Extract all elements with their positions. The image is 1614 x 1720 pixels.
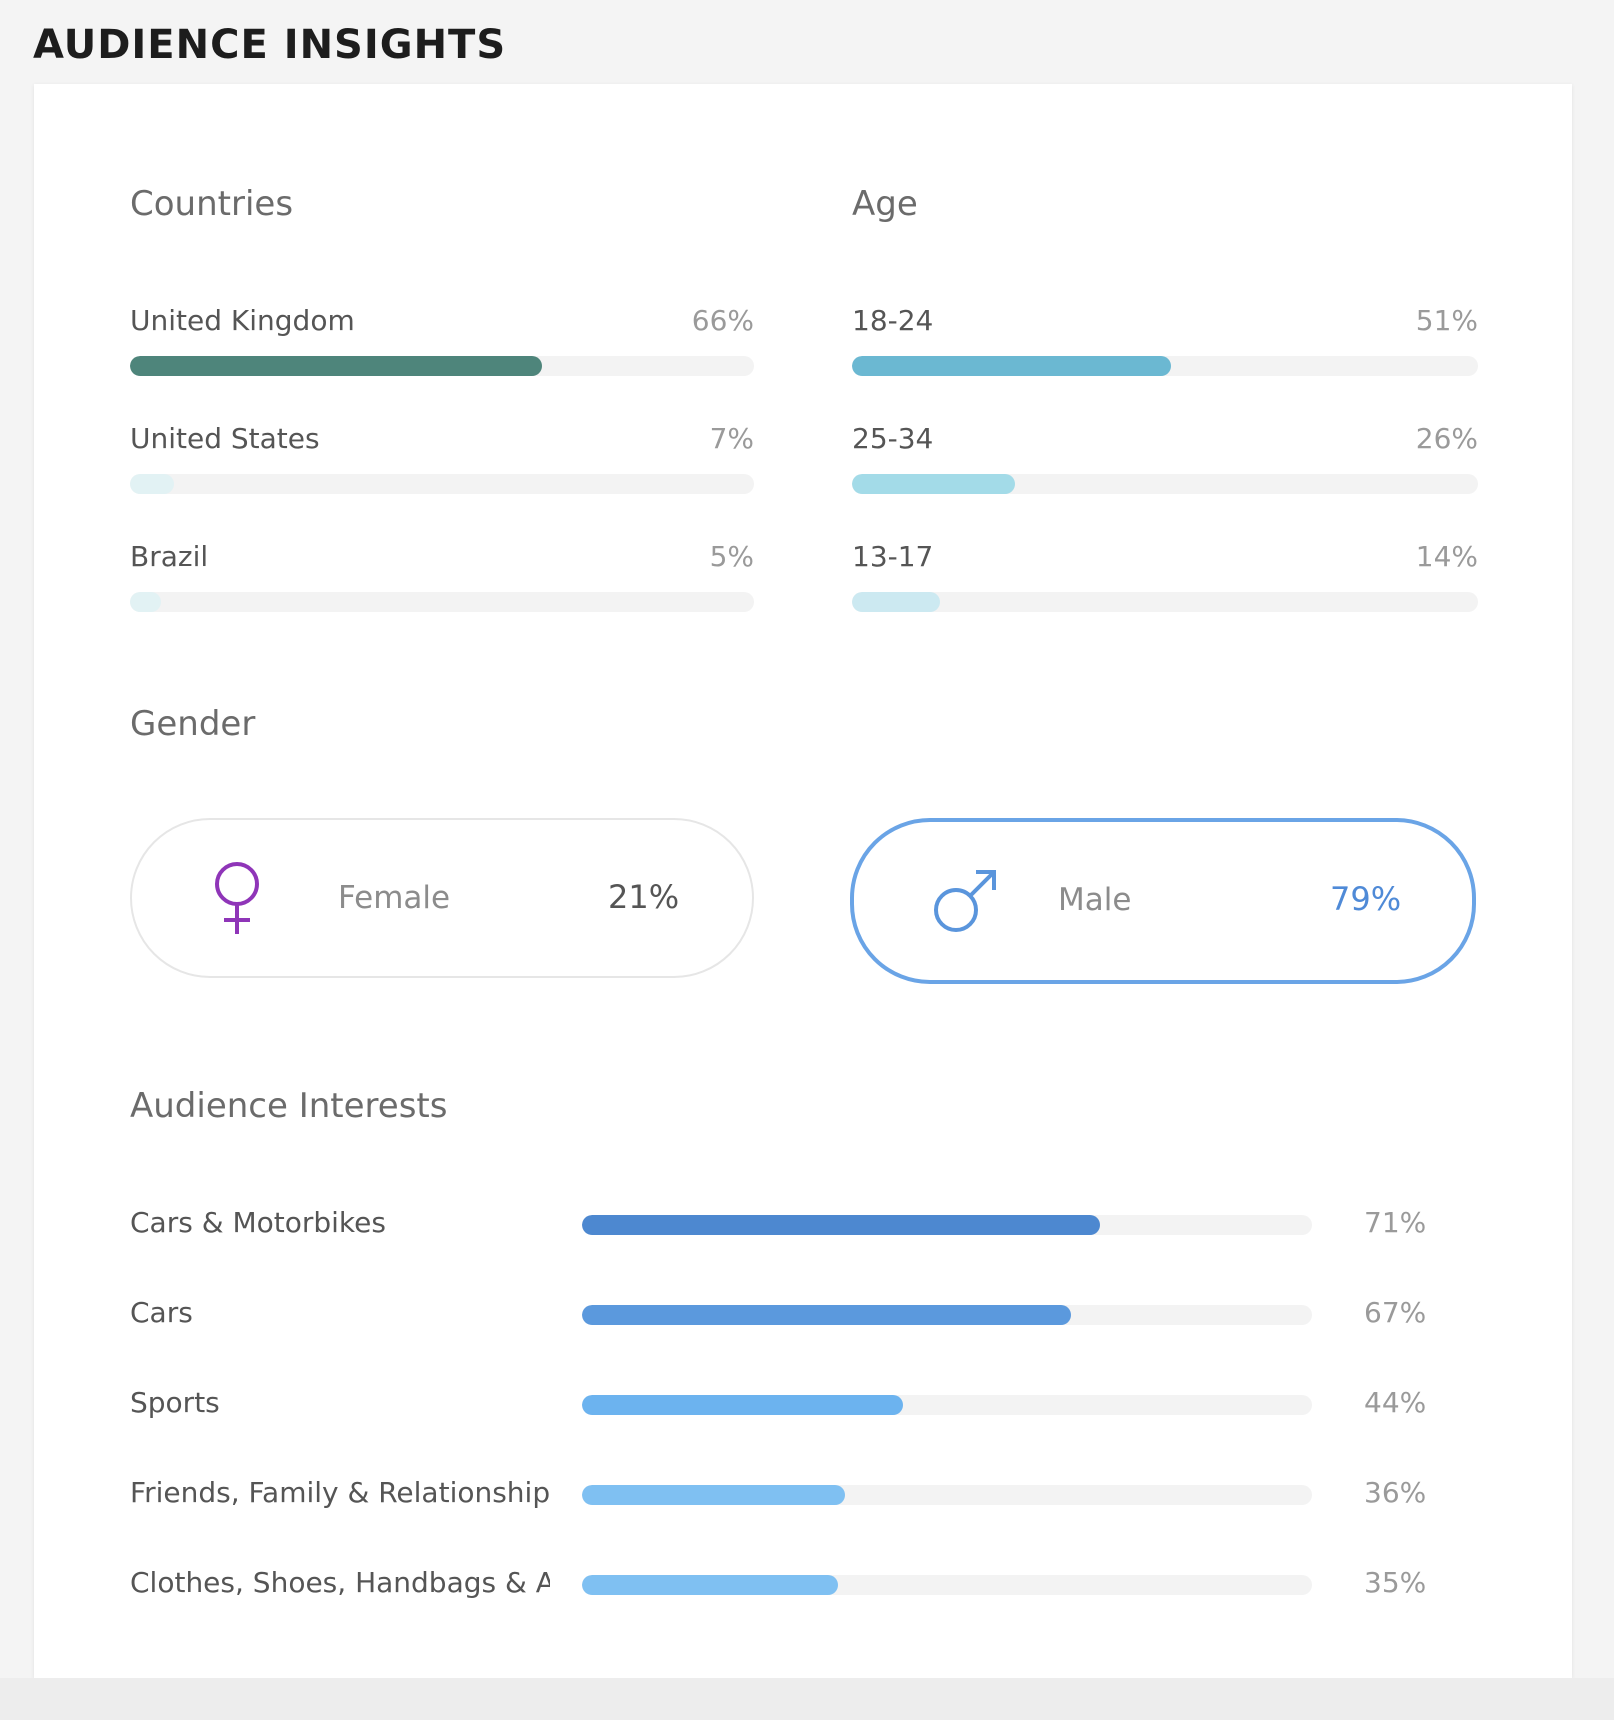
country-bar-fill <box>130 356 542 376</box>
interest-bar-fill <box>582 1485 845 1505</box>
age-label: 25-34 <box>852 422 934 455</box>
age-value: 26% <box>1415 422 1478 455</box>
age-title: Age <box>852 184 918 224</box>
interest-value: 67% <box>1364 1296 1427 1329</box>
age-label: 18-24 <box>852 304 934 337</box>
country-label: Brazil <box>130 540 209 573</box>
interest-bar-track <box>582 1485 1312 1505</box>
female-value: 21% <box>608 878 680 916</box>
interest-value: 36% <box>1364 1476 1427 1509</box>
country-value: 66% <box>691 304 754 337</box>
age-list: 18-24 51% 25-34 26% 13-17 14% <box>852 304 1478 658</box>
age-bar-fill <box>852 356 1172 376</box>
interest-row: Clothes, Shoes, Handbags & A... 35% <box>130 1566 1470 1656</box>
interest-label: Cars & Motorbikes <box>130 1206 386 1239</box>
female-card: Female 21% <box>130 818 754 978</box>
male-symbol-icon <box>932 868 998 938</box>
interest-row: Cars 67% <box>130 1296 1470 1386</box>
age-value: 14% <box>1415 540 1478 573</box>
interest-bar-fill <box>582 1575 838 1595</box>
countries-list: United Kingdom 66% United States 7% Braz… <box>130 304 754 658</box>
male-label: Male <box>1058 882 1132 918</box>
age-row: 13-17 14% <box>852 540 1478 658</box>
female-label: Female <box>338 880 451 916</box>
country-bar-track <box>130 474 754 494</box>
country-row: United States 7% <box>130 422 754 540</box>
gender-title: Gender <box>130 704 256 744</box>
country-bar-fill <box>130 474 174 494</box>
bottom-strip <box>0 1678 1614 1720</box>
interest-bar-track <box>582 1575 1312 1595</box>
country-bar-fill <box>130 592 162 612</box>
female-symbol-icon <box>212 862 262 940</box>
interest-value: 71% <box>1364 1206 1427 1239</box>
age-bar-track <box>852 356 1478 376</box>
country-bar-track <box>130 356 754 376</box>
age-bar-track <box>852 474 1478 494</box>
male-card: Male 79% <box>850 818 1476 984</box>
interest-row: Sports 44% <box>130 1386 1470 1476</box>
country-label: United Kingdom <box>130 304 355 337</box>
interest-bar-track <box>582 1395 1312 1415</box>
interest-row: Cars & Motorbikes 71% <box>130 1206 1470 1296</box>
country-bar-track <box>130 592 754 612</box>
interest-bar-fill <box>582 1395 904 1415</box>
country-value: 7% <box>709 422 754 455</box>
interest-value: 44% <box>1364 1386 1427 1419</box>
interest-bar-fill <box>582 1305 1072 1325</box>
interest-row: Friends, Family & Relationships 36% <box>130 1476 1470 1566</box>
age-value: 51% <box>1415 304 1478 337</box>
interest-bar-track <box>582 1305 1312 1325</box>
age-bar-fill <box>852 592 940 612</box>
interest-label: Cars <box>130 1296 193 1329</box>
male-value: 79% <box>1330 880 1402 918</box>
country-row: Brazil 5% <box>130 540 754 658</box>
page-title: AUDIENCE INSIGHTS <box>33 22 507 68</box>
interest-value: 35% <box>1364 1566 1427 1599</box>
country-row: United Kingdom 66% <box>130 304 754 422</box>
country-label: United States <box>130 422 320 455</box>
country-value: 5% <box>709 540 754 573</box>
interests-list: Cars & Motorbikes 71% Cars 67% Sports 44… <box>130 1206 1470 1656</box>
age-bar-fill <box>852 474 1015 494</box>
age-label: 13-17 <box>852 540 934 573</box>
age-row: 18-24 51% <box>852 304 1478 422</box>
age-row: 25-34 26% <box>852 422 1478 540</box>
interest-bar-track <box>582 1215 1312 1235</box>
interest-label: Friends, Family & Relationships <box>130 1476 550 1509</box>
countries-title: Countries <box>130 184 294 224</box>
interests-title: Audience Interests <box>130 1086 448 1126</box>
insights-card: Countries United Kingdom 66% United Stat… <box>34 84 1572 1678</box>
interest-label: Sports <box>130 1386 220 1419</box>
interest-label: Clothes, Shoes, Handbags & A... <box>130 1566 550 1599</box>
age-bar-track <box>852 592 1478 612</box>
interest-bar-fill <box>582 1215 1101 1235</box>
